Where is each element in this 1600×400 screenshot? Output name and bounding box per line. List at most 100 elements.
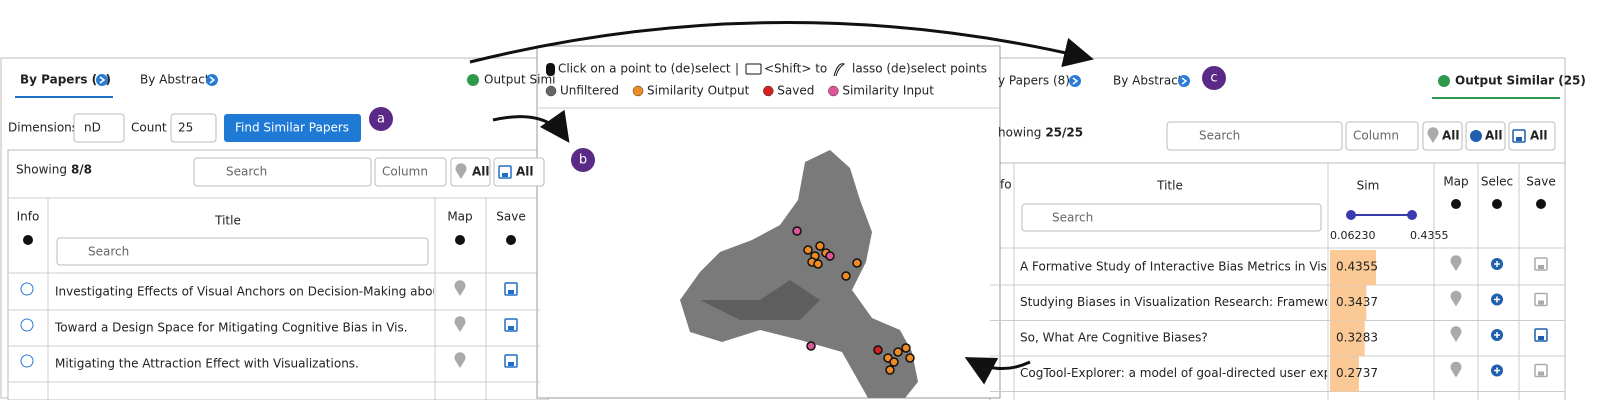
- map-pin: [1450, 255, 1462, 271]
- label: Count: [131, 121, 167, 135]
- legend-dot: [632, 85, 644, 97]
- map-pin: [1450, 326, 1462, 342]
- select-value: nD: [84, 121, 101, 135]
- header: Info: [17, 210, 40, 224]
- tab[interactable]: By Abstract: [140, 73, 210, 87]
- check-icon: [467, 74, 479, 86]
- tab-icon: [96, 74, 108, 86]
- save-icon: [502, 173, 508, 177]
- annotation-label: c: [1210, 71, 1217, 86]
- sim-bar: [1330, 285, 1367, 321]
- help-icon: [23, 235, 33, 245]
- save-icon: [1538, 265, 1544, 269]
- header: Title: [1156, 179, 1183, 193]
- check-icon: [1438, 75, 1450, 87]
- save-icon: [498, 165, 512, 179]
- tab-icon: [99, 76, 106, 84]
- save-icon: [504, 318, 518, 332]
- legend-label: Saved: [777, 84, 814, 98]
- legend-label: Similarity Output: [647, 84, 750, 98]
- save-icon: [1516, 137, 1522, 141]
- legend-label: Unfiltered: [560, 84, 619, 98]
- annotation-badge: [571, 148, 595, 172]
- left-panel: [0, 57, 549, 400]
- scatter-plot[interactable]: [680, 150, 918, 398]
- label: Dimensions: [8, 121, 78, 135]
- all-label: All: [1530, 129, 1548, 143]
- tab[interactable]: y Papers (8): [998, 74, 1070, 88]
- info-icon: [20, 282, 34, 296]
- showing-label: Showing: [16, 163, 67, 177]
- all-button[interactable]: [1465, 121, 1506, 151]
- legend-label: Similarity Input: [842, 84, 934, 98]
- map-pin: [454, 352, 466, 368]
- header: Title: [214, 214, 241, 228]
- all-button[interactable]: [493, 157, 545, 187]
- header: Save: [1526, 175, 1555, 189]
- save-icon: [1534, 328, 1548, 342]
- select[interactable]: [170, 113, 217, 143]
- help-icon: [506, 235, 516, 245]
- tab-icon: [1181, 77, 1188, 85]
- map-pin: [455, 163, 467, 179]
- tab[interactable]: Output Simi: [484, 73, 555, 87]
- select-icon: [1470, 130, 1482, 142]
- column-button[interactable]: [374, 157, 447, 187]
- paper-title: Investigating Effects of Visual Anchors …: [55, 285, 440, 299]
- search-placeholder: Search: [88, 245, 129, 259]
- tab-icon: [209, 76, 216, 84]
- sim-value: 0.3283: [1336, 331, 1378, 345]
- search-box[interactable]: [193, 157, 372, 187]
- showing-count: 25/25: [1045, 126, 1083, 140]
- map-pin: [1450, 361, 1462, 378]
- save-icon: [1538, 371, 1544, 376]
- map-pin: [454, 316, 466, 332]
- all-button[interactable]: [1508, 121, 1556, 151]
- find-button[interactable]: [224, 114, 361, 142]
- header: Map: [1443, 175, 1468, 189]
- arrow: [492, 109, 570, 143]
- title-search[interactable]: [1021, 203, 1322, 232]
- showing-label: howing: [998, 126, 1041, 140]
- legend-dot: [828, 85, 839, 97]
- select-icon: [1494, 296, 1500, 303]
- tab-icon: [1178, 75, 1190, 87]
- info-icon: [20, 318, 34, 332]
- annotation-label: a: [377, 112, 385, 127]
- all-label: All: [1442, 129, 1460, 143]
- search-placeholder: Search: [226, 165, 267, 179]
- save-icon: [1534, 257, 1548, 271]
- save-icon: [508, 362, 514, 366]
- save-icon: [1512, 129, 1526, 143]
- paper-title: So, What Are Cognitive Biases?: [1020, 331, 1208, 345]
- tab-icon: [206, 74, 218, 86]
- showing-count: 8/8: [71, 163, 92, 177]
- tab[interactable]: By Papers (8): [20, 73, 111, 87]
- sim-value: 0.4355: [1336, 260, 1378, 274]
- title-search[interactable]: [56, 237, 429, 266]
- column-button[interactable]: [1345, 121, 1419, 151]
- save-icon: [1534, 363, 1548, 378]
- help-icon: [455, 235, 465, 245]
- tab[interactable]: Output Similar (25): [1455, 74, 1586, 88]
- search-box[interactable]: [1166, 121, 1343, 151]
- select-icon: [1494, 367, 1500, 374]
- separator: |: [735, 62, 739, 76]
- range-min: 0.06230: [1330, 229, 1376, 242]
- save-icon: [504, 282, 518, 296]
- instruction: <Shift> to: [764, 62, 827, 76]
- paper-title: CogTool-Explorer: a model of goal-direct…: [1020, 366, 1335, 380]
- arrow: [964, 357, 1031, 385]
- annotation-label: b: [579, 153, 587, 168]
- save-icon: [1538, 336, 1544, 340]
- annotation-badge: [369, 107, 393, 131]
- sim-value: 0.2737: [1336, 366, 1378, 380]
- map-pin: [1450, 290, 1462, 307]
- header: Sim: [1357, 179, 1380, 193]
- select-icon: [1494, 261, 1500, 267]
- sim-bar: [1330, 356, 1359, 392]
- select[interactable]: [73, 113, 125, 143]
- tab[interactable]: By Abstract: [1113, 74, 1183, 88]
- search-placeholder: Search: [1052, 211, 1093, 225]
